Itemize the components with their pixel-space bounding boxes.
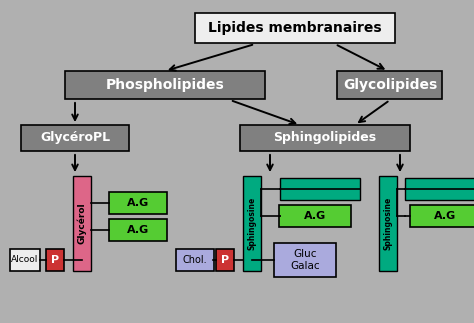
- Text: A.G: A.G: [127, 225, 149, 235]
- Bar: [410, 205, 474, 227]
- Bar: [21, 125, 129, 151]
- Text: Glycolipides: Glycolipides: [343, 78, 437, 92]
- Text: Alcool: Alcool: [11, 255, 39, 265]
- Bar: [240, 125, 410, 151]
- Bar: [109, 192, 167, 214]
- Bar: [109, 219, 167, 241]
- Text: GlycéroPL: GlycéroPL: [40, 131, 110, 144]
- Text: A.G: A.G: [127, 198, 149, 208]
- Bar: [243, 175, 261, 270]
- Bar: [73, 175, 91, 270]
- Bar: [279, 205, 351, 227]
- Bar: [216, 249, 234, 271]
- Text: Sphingosine: Sphingosine: [247, 196, 256, 250]
- Bar: [337, 71, 443, 99]
- Bar: [65, 71, 265, 99]
- Text: P: P: [51, 255, 59, 265]
- Text: A.G: A.G: [434, 211, 456, 221]
- Bar: [176, 249, 214, 271]
- Bar: [405, 178, 474, 200]
- Text: Glycérol: Glycérol: [77, 202, 87, 244]
- Text: Lipides membranaires: Lipides membranaires: [208, 21, 382, 35]
- Bar: [274, 243, 336, 277]
- Bar: [280, 178, 360, 200]
- Text: P: P: [221, 255, 229, 265]
- Text: A.G: A.G: [304, 211, 326, 221]
- Text: Phospholipides: Phospholipides: [106, 78, 224, 92]
- Text: Sphingolipides: Sphingolipides: [273, 131, 376, 144]
- Text: Gluc
Galac: Gluc Galac: [290, 249, 320, 271]
- Text: Sphingosine: Sphingosine: [383, 196, 392, 250]
- Bar: [10, 249, 40, 271]
- Bar: [195, 13, 395, 43]
- Bar: [46, 249, 64, 271]
- Text: Chol.: Chol.: [182, 255, 207, 265]
- Bar: [379, 175, 397, 270]
